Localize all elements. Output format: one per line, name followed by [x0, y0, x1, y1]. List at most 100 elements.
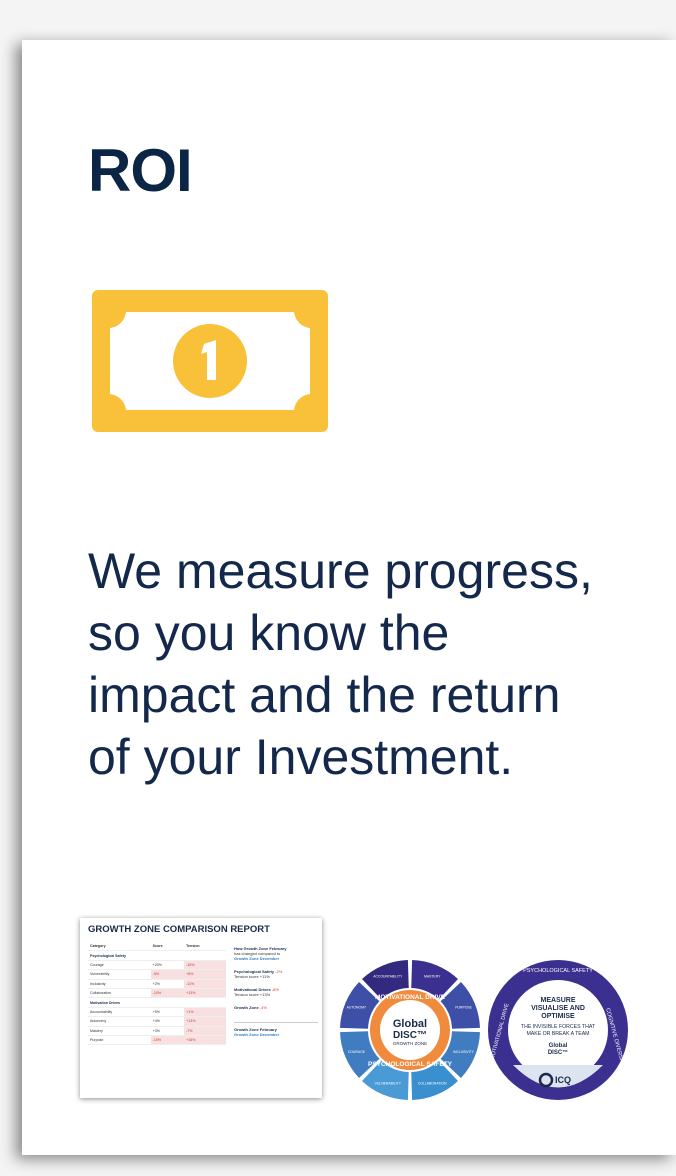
- title: ROI: [88, 137, 193, 204]
- table-cell: -10%: [150, 988, 185, 999]
- compare-title: How Growth Zone February: [234, 946, 287, 951]
- wheel-bottom: PSYCHOLOGICAL SAFETY: [368, 1061, 453, 1068]
- wheel-segment: [410, 960, 458, 1000]
- table-cell: +16%: [184, 1035, 226, 1046]
- table-cell: Courage: [88, 960, 151, 971]
- report-thumbnail: GROWTH ZONE COMPARISON REPORT Category Sc…: [80, 918, 322, 1098]
- table-cell: -11%: [184, 979, 226, 989]
- table-cell: -10%: [150, 1035, 185, 1046]
- table-cell: +3%: [150, 1026, 185, 1036]
- table-cell: Accountability: [88, 1007, 151, 1018]
- table-row: Accountability +5% +1%: [88, 1007, 226, 1018]
- table-cell: Mastery: [88, 1026, 151, 1036]
- logo-ring: [538, 1072, 554, 1088]
- wheel-segment: [340, 1030, 380, 1078]
- table-row: Inclusivity +2% -11%: [88, 979, 226, 989]
- report-title: GROWTH ZONE COMPARISON REPORT: [88, 924, 270, 935]
- summary-label: Motivational Drives: [234, 987, 271, 992]
- compare-ref: Growth Zone December: [234, 956, 280, 961]
- header-cell: Score: [150, 942, 185, 952]
- card: ROI We measure progress, so you know the…: [22, 40, 676, 1155]
- product: DISC™: [393, 1030, 427, 1041]
- product: DISC™: [548, 1049, 568, 1056]
- table-cell: +20%: [150, 960, 185, 971]
- legend-entry: Growth Zone December: [234, 1032, 280, 1037]
- segment-label: INCLUSIVITY: [453, 1050, 475, 1054]
- wheel-foot: [513, 1065, 603, 1088]
- headline: MEASURE: [540, 997, 575, 1004]
- wheel-top: MOTIVATIONAL DRIVE: [375, 994, 446, 1001]
- table-row: Courage +20% -15%: [88, 960, 226, 971]
- table-cell: +13%: [184, 988, 226, 999]
- summary-tension: Tension score +13%: [234, 992, 271, 997]
- segment-label: PURPOSE: [455, 1006, 472, 1010]
- tagline: MAKE OR BREAK A TEAM: [526, 1031, 589, 1037]
- table-row: Vulnerability -5% +8%: [88, 969, 226, 980]
- brand: Global: [393, 1018, 427, 1030]
- headline: VISUALISE AND: [531, 1005, 585, 1012]
- section-row: Psychological Safety: [88, 950, 226, 961]
- summary-tension: Tension score +11%: [234, 974, 270, 979]
- wheel-center: [380, 1000, 440, 1060]
- summary-item: Growth Zone -4%: [234, 1005, 318, 1010]
- table-cell: +4%: [150, 1016, 185, 1027]
- brand: Global: [549, 1043, 568, 1049]
- summary-label: Psychological Safety: [234, 969, 275, 974]
- summary-label: Growth Zone: [234, 1005, 259, 1010]
- table-cell: +1%: [184, 1007, 226, 1018]
- wheel-center: [508, 980, 608, 1080]
- segment-label: AUTONOMY: [347, 1006, 367, 1010]
- summary-value: -4%: [259, 1005, 267, 1010]
- table-cell: -5%: [150, 969, 185, 980]
- compare-sub: has changed compared to: [234, 951, 281, 956]
- ring-label: PSYCHOLOGICAL SAFETY: [523, 968, 593, 974]
- section-name: Psychological Safety: [88, 950, 226, 961]
- legend-entry: Growth Zone February: [234, 1027, 277, 1032]
- segment-label: ACCOUNTABILITY: [373, 974, 403, 978]
- logo: ICQ: [555, 1075, 571, 1085]
- segment-label: COURAGE: [348, 1050, 366, 1054]
- table-cell: +2%: [150, 979, 185, 989]
- table-cell: +8%: [184, 969, 226, 980]
- header-cell: Tension: [184, 942, 226, 952]
- table-row: Collaboration -10% +13%: [88, 988, 226, 999]
- table-header: Category Score Tension: [88, 942, 226, 952]
- report-summary: How Growth Zone February has changed com…: [234, 946, 318, 1037]
- section-row: Motivation Drives: [88, 997, 226, 1008]
- wheel-segment: [340, 982, 380, 1030]
- description: We measure progress, so you know the imp…: [88, 543, 593, 785]
- table-row: Autonomy +4% +13%: [88, 1016, 226, 1027]
- table-cell: Autonomy: [88, 1016, 151, 1027]
- wheel-segment: [440, 982, 480, 1030]
- segment-label: MASTERY: [424, 974, 441, 978]
- table-cell: Vulnerability: [88, 969, 151, 980]
- table-cell: -15%: [184, 960, 226, 971]
- segment-label: COLLABORATION: [418, 1081, 447, 1085]
- legend: Growth Zone February Growth Zone December: [234, 1022, 318, 1037]
- summary-value: -8%: [271, 987, 279, 992]
- header-cell: Category: [88, 942, 151, 952]
- report-table: Category Score Tension Psychological Safety…: [88, 942, 226, 1046]
- table-cell: -7%: [184, 1026, 226, 1036]
- table-row: Mastery +3% -7%: [88, 1026, 226, 1036]
- wheel-segment: [362, 960, 410, 1000]
- table-cell: Inclusivity: [88, 979, 151, 989]
- headline: OPTIMISE: [541, 1013, 575, 1020]
- summary-item: Motivational Drives -8% Tension score +13…: [234, 987, 318, 997]
- summary-item: Psychological Safety -2% Tension score +1…: [234, 969, 318, 979]
- money-icon: [92, 290, 328, 432]
- summary-value: -2%: [275, 969, 283, 974]
- table-row: Purpose -10% +16%: [88, 1035, 226, 1046]
- tagline: THE INVISIBLE FORCES THAT: [521, 1024, 596, 1030]
- table-cell: Collaboration: [88, 988, 151, 999]
- table-cell: +5%: [150, 1007, 185, 1018]
- table-cell: Purpose: [88, 1035, 151, 1046]
- sub: GROWTH ZONE: [393, 1041, 427, 1046]
- section-name: Motivation Drives: [88, 997, 226, 1008]
- segment-label: VULNERABILITY: [375, 1081, 402, 1085]
- wheel-segment: [440, 1030, 480, 1078]
- wheel-segment: [362, 1060, 410, 1100]
- table-cell: +13%: [184, 1016, 226, 1027]
